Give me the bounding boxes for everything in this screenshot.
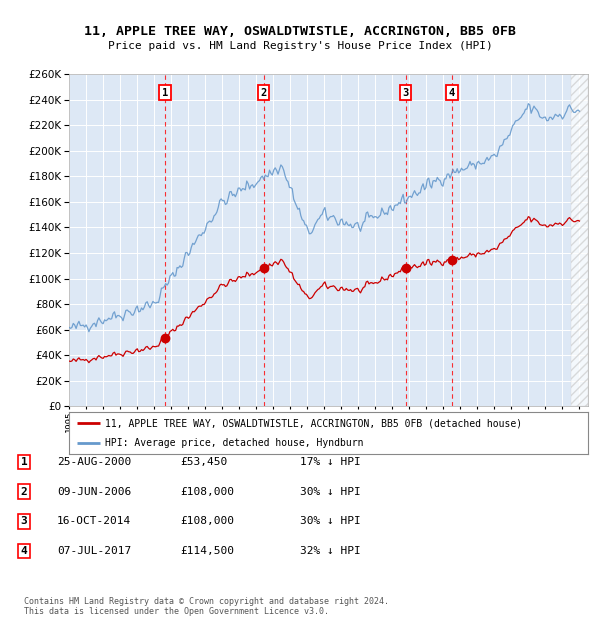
Text: 16-OCT-2014: 16-OCT-2014: [57, 516, 131, 526]
Text: £108,000: £108,000: [180, 487, 234, 497]
Text: 4: 4: [449, 87, 455, 97]
Text: £108,000: £108,000: [180, 516, 234, 526]
Text: Price paid vs. HM Land Registry's House Price Index (HPI): Price paid vs. HM Land Registry's House …: [107, 41, 493, 51]
Text: 11, APPLE TREE WAY, OSWALDTWISTLE, ACCRINGTON, BB5 0FB: 11, APPLE TREE WAY, OSWALDTWISTLE, ACCRI…: [84, 25, 516, 38]
Text: 25-AUG-2000: 25-AUG-2000: [57, 457, 131, 467]
Text: 11, APPLE TREE WAY, OSWALDTWISTLE, ACCRINGTON, BB5 0FB (detached house): 11, APPLE TREE WAY, OSWALDTWISTLE, ACCRI…: [106, 418, 523, 428]
Text: £114,500: £114,500: [180, 546, 234, 556]
Text: 30% ↓ HPI: 30% ↓ HPI: [300, 516, 361, 526]
Text: 32% ↓ HPI: 32% ↓ HPI: [300, 546, 361, 556]
Text: 3: 3: [20, 516, 28, 526]
Text: 07-JUL-2017: 07-JUL-2017: [57, 546, 131, 556]
Text: 2: 2: [260, 87, 267, 97]
Text: HPI: Average price, detached house, Hyndburn: HPI: Average price, detached house, Hynd…: [106, 438, 364, 448]
Text: 3: 3: [403, 87, 409, 97]
Text: 30% ↓ HPI: 30% ↓ HPI: [300, 487, 361, 497]
Text: £53,450: £53,450: [180, 457, 227, 467]
Text: 2: 2: [20, 487, 28, 497]
Text: This data is licensed under the Open Government Licence v3.0.: This data is licensed under the Open Gov…: [24, 606, 329, 616]
Text: 09-JUN-2006: 09-JUN-2006: [57, 487, 131, 497]
Text: 4: 4: [20, 546, 28, 556]
Text: 17% ↓ HPI: 17% ↓ HPI: [300, 457, 361, 467]
Text: Contains HM Land Registry data © Crown copyright and database right 2024.: Contains HM Land Registry data © Crown c…: [24, 597, 389, 606]
Text: 1: 1: [20, 457, 28, 467]
Text: 1: 1: [162, 87, 168, 97]
